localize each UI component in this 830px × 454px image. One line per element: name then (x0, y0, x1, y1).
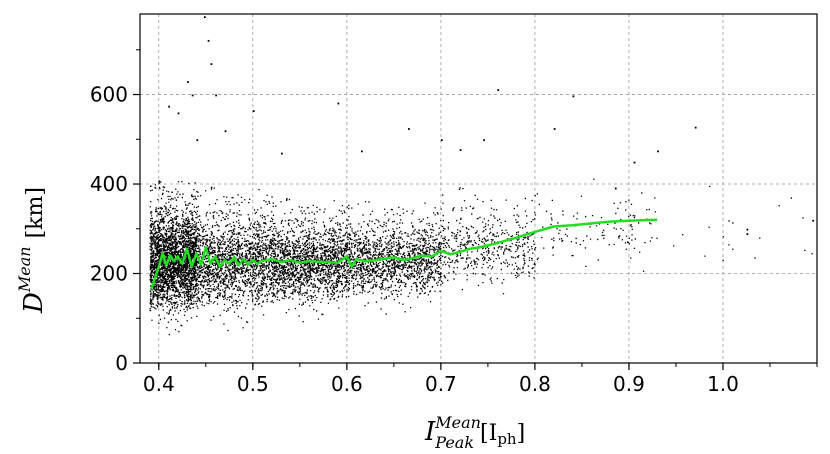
trend-line (150, 218, 658, 290)
y-tick-label-1: 200 (90, 262, 128, 286)
scatter-outlier-point (210, 63, 213, 66)
scatter-outlier-point (657, 150, 659, 153)
scatter-outlier-point (440, 139, 443, 142)
y-axis-ticks: 0 200 400 600 (90, 49, 140, 375)
scatter-outlier-point (459, 149, 462, 151)
x-axis-label-unit: [I (480, 421, 497, 446)
scatter-outlier-point (614, 187, 617, 190)
grid-lines (140, 14, 817, 364)
scatter-outlier-point (633, 161, 636, 164)
y-tick-label-2: 400 (90, 172, 128, 196)
scatter-outlier-point (812, 219, 815, 222)
scatter-outlier-point (191, 94, 194, 97)
y-axis-label-base: D (19, 292, 49, 314)
y-axis-label-superscript: Mean (15, 246, 34, 293)
x-axis-label-subscript: Peak (434, 433, 474, 452)
scatter-outlier-point (746, 233, 749, 236)
x-tick-label-4: 0.8 (519, 372, 551, 396)
x-tick-label-6: 1.0 (707, 372, 739, 396)
x-tick-label-3: 0.7 (425, 372, 457, 396)
y-axis-label: DMean [km] (15, 187, 49, 314)
x-tick-label-2: 0.6 (331, 372, 363, 396)
y-tick-label-3: 600 (90, 83, 128, 107)
scatter-outlier-point (196, 139, 199, 142)
x-tick-label-5: 0.9 (613, 372, 645, 396)
scatter-outlier-point (281, 152, 283, 155)
x-axis-label: IMean Peak [Iph] (424, 413, 525, 452)
x-axis-label-superscript: Mean (434, 413, 481, 432)
scatter-outlier-point (177, 112, 180, 115)
scatter-outlier-point (553, 128, 556, 130)
x-axis-ticks: 0.4 0.5 0.6 0.7 0.8 0.9 1.0 (143, 363, 818, 396)
scatter-outlier-point (337, 102, 340, 105)
scatter-outlier-point (407, 128, 410, 130)
scatter-outlier-point (252, 110, 255, 112)
scatter-outlier-point (215, 94, 218, 97)
x-axis-label-base: I (424, 417, 436, 447)
scatter-outlier-point (187, 81, 189, 83)
y-tick-label-0: 0 (115, 351, 128, 375)
x-axis-label-unit-close: ] (517, 421, 526, 446)
x-tick-label-0: 0.4 (143, 372, 175, 396)
scatter-outlier-point (497, 89, 500, 91)
y-axis-label-unit: [km] (23, 187, 48, 238)
scatter-point-cloud (149, 178, 813, 336)
scatter-outlier-point (360, 150, 363, 153)
scatter-outlier-point (746, 228, 749, 231)
scatter-outlier-point (572, 95, 575, 98)
x-tick-label-1: 0.5 (237, 372, 269, 396)
scatter-outlier-point (224, 130, 227, 133)
scatter-outlier-point (168, 105, 171, 108)
scatter-outlier-point (694, 126, 697, 129)
plot-frame (139, 13, 818, 364)
scatter-outlier-point (483, 139, 486, 142)
scatter-outlier-point (207, 39, 210, 42)
scatter-outlier-point (203, 16, 206, 19)
scatter-points (149, 16, 815, 336)
x-axis-label-unit-subscript: ph (497, 430, 517, 448)
